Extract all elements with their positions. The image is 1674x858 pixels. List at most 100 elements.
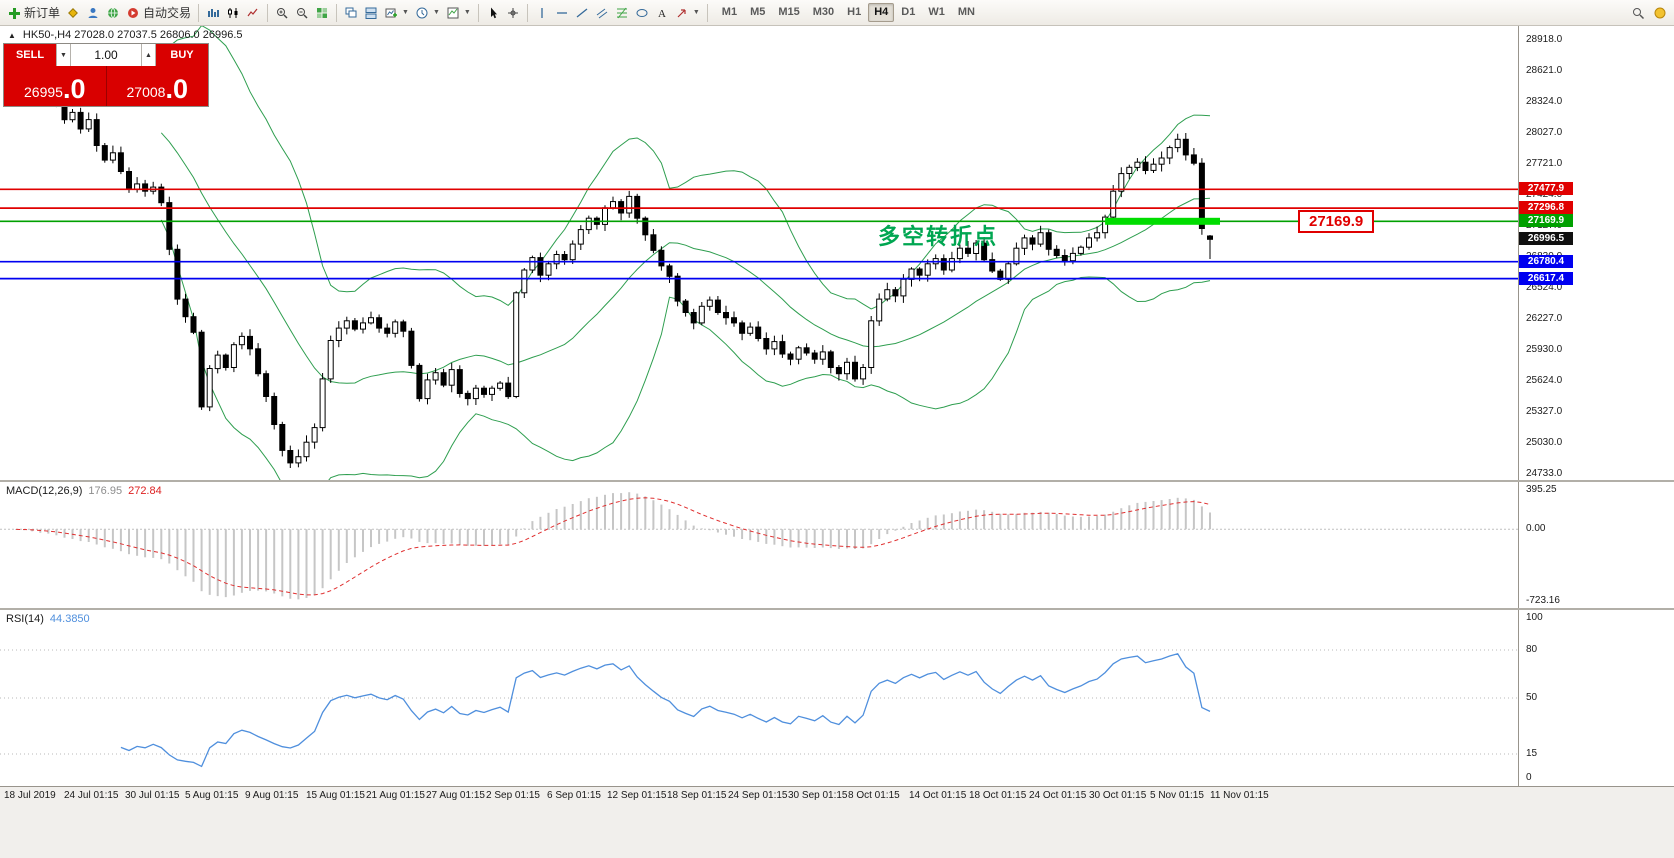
panel-separator[interactable] <box>0 480 1674 482</box>
volume-input[interactable] <box>71 44 141 66</box>
period-button[interactable]: ▼ <box>412 3 443 23</box>
community-icon <box>1654 7 1666 18</box>
main-chart-panel[interactable] <box>0 26 1518 480</box>
arrange-tile-button[interactable] <box>361 3 381 23</box>
shapes-button[interactable] <box>632 3 652 23</box>
macd-axis-label: -723.16 <box>1526 595 1560 606</box>
trendline-button[interactable] <box>572 3 592 23</box>
chevron-down-icon[interactable]: ▼ <box>432 9 440 16</box>
price-level-callout[interactable]: 27169.9 <box>1298 210 1375 233</box>
panel-separator[interactable] <box>0 608 1674 610</box>
community-button[interactable] <box>1650 3 1670 23</box>
template-button[interactable]: ▼ <box>443 3 474 23</box>
price-axis-label: 26227.0 <box>1526 313 1563 324</box>
time-axis-label: 14 Oct 01:15 <box>909 790 967 801</box>
text-label-button[interactable]: A <box>652 3 672 23</box>
chevron-down-icon[interactable]: ▼ <box>463 9 471 16</box>
timeframe-button-m15[interactable]: M15 <box>778 6 800 18</box>
collapse-trade-panel-icon[interactable]: ▲ <box>8 30 16 40</box>
bar-chart-button[interactable] <box>203 3 223 23</box>
macd-chart <box>0 492 1518 600</box>
timeframe-button-h1[interactable]: H1 <box>847 6 862 18</box>
search-button[interactable] <box>1628 3 1648 23</box>
toolbar-divider <box>706 3 708 22</box>
bar-chart-icon <box>208 8 220 17</box>
zoom-in-button[interactable] <box>272 3 292 23</box>
time-axis-label: 6 Sep 01:15 <box>547 790 601 801</box>
macd-axis-label: 395.25 <box>1526 484 1557 495</box>
volume-decrease-button[interactable]: ▼ <box>56 44 71 66</box>
community-profile-button[interactable] <box>103 3 123 23</box>
line-chart-button[interactable] <box>243 3 263 23</box>
tile-windows-button[interactable] <box>312 3 332 23</box>
zoom-out-button[interactable] <box>292 3 312 23</box>
crosshair-button[interactable] <box>503 3 523 23</box>
favorites-button[interactable] <box>63 3 83 23</box>
trade-controls-row: SELL ▼ ▲ BUY <box>4 44 208 66</box>
time-axis-label: 2 Sep 01:15 <box>486 790 540 801</box>
timeframe-button-m1[interactable]: M1 <box>721 6 738 18</box>
time-axis-label: 18 Oct 01:15 <box>969 790 1027 801</box>
highlight-segment[interactable] <box>1105 217 1220 225</box>
toolbar-divider <box>267 3 269 22</box>
vertical-line-button[interactable] <box>532 3 552 23</box>
macd-panel[interactable] <box>0 482 1518 608</box>
time-axis-label: 30 Sep 01:15 <box>788 790 848 801</box>
horizontal-line-button[interactable] <box>552 3 572 23</box>
time-axis-label: 15 Aug 01:15 <box>306 790 365 801</box>
channel-button[interactable] <box>592 3 612 23</box>
timeframe-button-h4[interactable]: H4 <box>868 3 895 22</box>
crosshair-icon <box>507 7 518 18</box>
search-icon <box>1633 7 1645 19</box>
level-badge-26780.4: 26780.4 <box>1519 255 1573 268</box>
rsi-chart <box>0 649 1518 768</box>
channel-icon <box>596 8 608 18</box>
arrow-icon <box>677 8 686 17</box>
vline-icon <box>541 7 543 18</box>
cursor-button[interactable] <box>483 3 503 23</box>
rsi-axis-label: 15 <box>1526 748 1538 759</box>
fibonacci-button[interactable] <box>612 3 632 23</box>
arrows-button[interactable]: ▼ <box>672 3 703 23</box>
clock-icon <box>416 7 428 18</box>
buy-button[interactable]: BUY <box>156 44 208 66</box>
ellipse-icon <box>636 8 648 17</box>
new-order-button[interactable]: 新订单 <box>4 3 63 23</box>
timeframe-button-m30[interactable]: M30 <box>812 6 835 18</box>
autotrading-button[interactable]: 自动交易 <box>123 3 194 23</box>
chevron-down-icon[interactable]: ▼ <box>402 9 409 16</box>
price-chart <box>0 26 1518 480</box>
rsi-label: RSI(14) 44.3850 <box>6 613 90 625</box>
timeframe-button-mn[interactable]: MN <box>957 6 975 18</box>
rsi-line <box>120 653 1211 768</box>
sell-button[interactable]: SELL <box>4 44 56 66</box>
profile-button[interactable] <box>83 3 103 23</box>
new-chart-button[interactable]: ▼ <box>381 3 412 23</box>
volume-increase-button[interactable]: ▲ <box>141 44 156 66</box>
chevron-down-icon[interactable]: ▼ <box>692 9 700 16</box>
fibo-icon <box>616 7 627 18</box>
macd-histogram <box>15 492 1211 600</box>
price-axis-label: 27721.0 <box>1526 158 1563 169</box>
text-icon: A <box>658 8 666 20</box>
level-badge-27477.9: 27477.9 <box>1519 182 1573 195</box>
time-axis-label: 9 Aug 01:15 <box>245 790 299 801</box>
time-axis-label: 27 Aug 01:15 <box>426 790 485 801</box>
bollinger-middle-band <box>160 132 1211 384</box>
hline-icon <box>556 11 567 14</box>
timeframe-button-w1[interactable]: W1 <box>928 6 945 18</box>
user-icon <box>88 7 98 18</box>
toolbar-divider <box>526 3 528 22</box>
new-order-button-label: 新订单 <box>24 6 61 20</box>
arrange-cascade-button[interactable] <box>341 3 361 23</box>
template-icon <box>447 7 459 18</box>
timeframe-button-d1[interactable]: D1 <box>901 6 916 18</box>
price-axis-label: 25624.0 <box>1526 375 1563 386</box>
timeframe-button-m5[interactable]: M5 <box>750 6 766 18</box>
horizontal-level-lines[interactable] <box>0 188 1518 280</box>
sell-price[interactable]: 26995.0 <box>4 66 107 106</box>
candlestick-chart-button[interactable] <box>223 3 243 23</box>
symbol-info: ▲ HK50-,H4 27028.0 27037.5 26806.0 26996… <box>8 29 243 41</box>
price-axis-label: 26524.0 <box>1526 282 1563 293</box>
buy-price[interactable]: 27008.0 <box>126 74 188 104</box>
